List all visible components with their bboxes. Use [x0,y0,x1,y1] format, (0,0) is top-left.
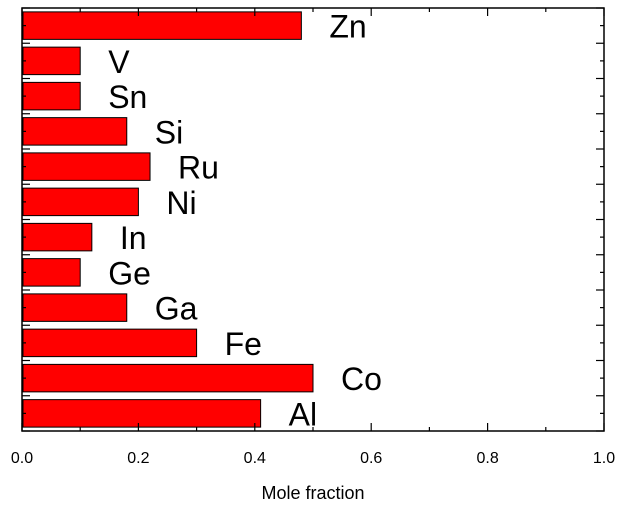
bar-Fe [22,328,198,358]
bar-label-Ga: Ga [155,291,198,327]
bar-label-Si: Si [155,114,183,150]
x-tick-label: 0.8 [476,450,498,467]
x-tick-label: 0.2 [127,450,149,467]
bar-label-Zn: Zn [329,9,366,45]
bar-label-Fe: Fe [225,326,262,362]
x-tick-labels: 0.0 0.2 0.4 0.6 0.8 1.0 [11,450,615,467]
ticks-group [21,7,605,432]
x-axis-title: Mole fraction [261,483,364,503]
bar-Al [22,399,262,428]
bar-Sn [22,81,81,111]
bar-Co [22,363,314,393]
bar-label-In: In [120,220,147,256]
bar-label-V: V [108,44,130,80]
x-tick-label: 0.6 [360,450,382,467]
bar-label-Ni: Ni [166,185,196,221]
bar-Zn [22,11,302,40]
x-tick-label: 0.0 [11,450,33,467]
bar-label-Ru: Ru [178,150,219,186]
bar-Si [22,117,128,146]
x-tick-label: 1.0 [593,450,615,467]
bar-Ga [22,293,128,322]
bar-label-Ge: Ge [108,255,151,291]
bar-Ru [22,152,151,181]
bar-Ge [22,258,81,287]
bars-group [22,11,314,428]
x-tick-label: 0.4 [244,450,266,467]
bar-In [22,222,93,252]
bar-V [22,46,81,76]
bar-label-Sn: Sn [108,79,147,115]
bar-Ni [22,187,139,217]
bar-label-Co: Co [341,361,382,397]
bar-label-Al: Al [289,396,317,432]
